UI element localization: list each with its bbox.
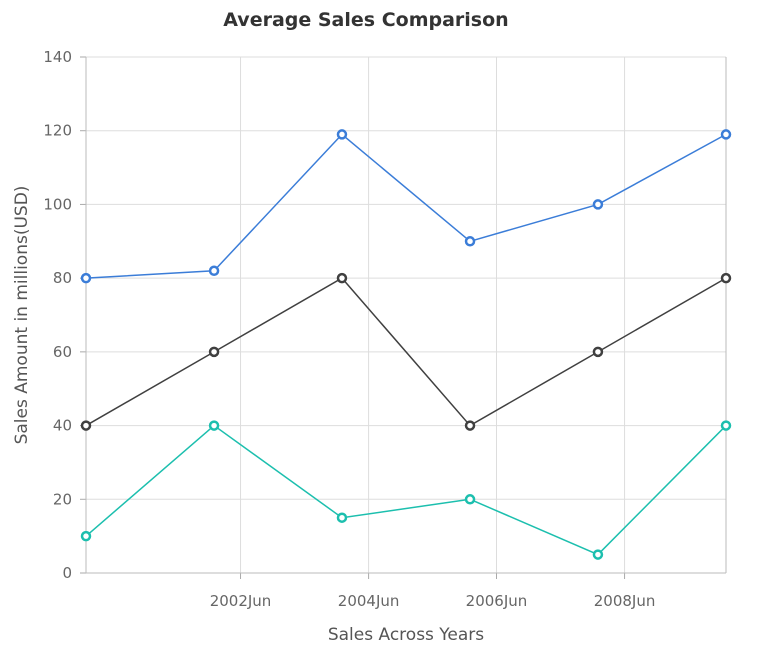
series-1: [80, 129, 732, 284]
x-tick-label: 2002Jun: [210, 592, 272, 610]
series-2-point: [208, 346, 220, 358]
series-3-point: [592, 549, 604, 560]
gridlines: [86, 56, 726, 574]
series-2-point: [720, 272, 732, 284]
y-tick-label: 80: [53, 269, 72, 287]
x-tick-label: 2008Jun: [594, 592, 656, 610]
series-3-line: [85, 424, 727, 556]
series-1-point: [80, 272, 92, 284]
series-3-point: [336, 512, 348, 523]
series-2-point: [464, 420, 476, 431]
series-3-point: [80, 530, 92, 542]
series-1-point: [336, 129, 348, 140]
chart-title: Average Sales Comparison: [223, 9, 508, 31]
series-1-point: [592, 199, 604, 210]
series-3-point: [720, 420, 732, 431]
y-tick-label: 60: [53, 343, 72, 361]
y-tick-label: 0: [62, 564, 72, 582]
y-tick-label: 20: [53, 490, 72, 508]
series-3-point: [464, 494, 476, 505]
series-group: [80, 129, 732, 560]
series-2-point: [592, 346, 604, 358]
series-2: [80, 272, 732, 431]
series-1-point: [720, 129, 732, 140]
series-3: [80, 420, 732, 560]
series-3-point: [208, 420, 220, 431]
y-tick-label: 100: [43, 195, 72, 213]
x-tick-label: 2004Jun: [338, 592, 400, 610]
series-1-line: [85, 133, 727, 279]
series-1-point: [208, 265, 220, 277]
series-2-point: [336, 272, 348, 284]
series-2-point: [80, 420, 92, 431]
y-axis-title: Sales Amount in millions(USD): [12, 186, 32, 445]
series-1-point: [464, 236, 476, 247]
y-tick-label: 120: [43, 122, 72, 140]
series-2-line: [85, 277, 727, 427]
y-tick-label: 40: [53, 417, 72, 435]
y-tick-label: 140: [43, 48, 72, 66]
axes: 0 20 40 60 80 100 120 140 2002Jun 2004Jun 2006Jun 2…: [43, 48, 727, 610]
x-tick-label: 2006Jun: [466, 592, 528, 610]
x-axis-title: Sales Across Years: [328, 625, 484, 645]
